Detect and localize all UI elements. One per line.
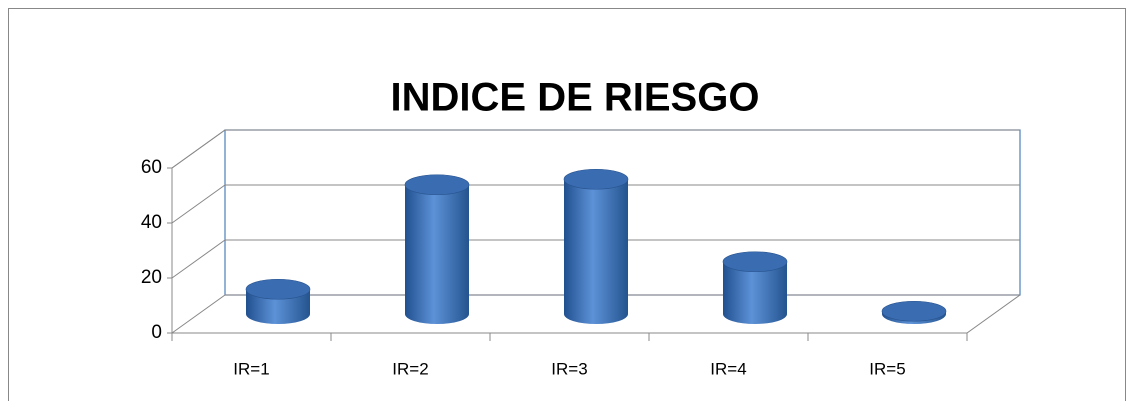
bar-top [881,300,947,322]
x-tick-label: IR=3 [551,359,587,378]
grid-line [171,184,1020,224]
grid-line [171,239,1020,279]
y-tick-label: 40 [141,212,162,233]
bar [405,184,469,324]
y-tick-label: 60 [141,157,162,178]
x-tick-label: IR=1 [233,359,269,378]
bar-top [404,174,470,196]
bar-top [722,251,788,273]
side-wall [171,168,1021,334]
bar-top [245,278,311,300]
x-tick-label: IR=2 [392,359,428,378]
bar [564,179,628,324]
y-tick-label: 0 [151,322,162,343]
x-tick-label: IR=4 [710,359,746,378]
chart-title: INDICE DE RIESGO [391,76,760,120]
bar [723,261,787,324]
x-tick-label: IR=5 [869,359,905,378]
grid-line [171,129,1020,169]
bar-top [563,168,629,190]
y-tick-label: 20 [141,267,162,288]
